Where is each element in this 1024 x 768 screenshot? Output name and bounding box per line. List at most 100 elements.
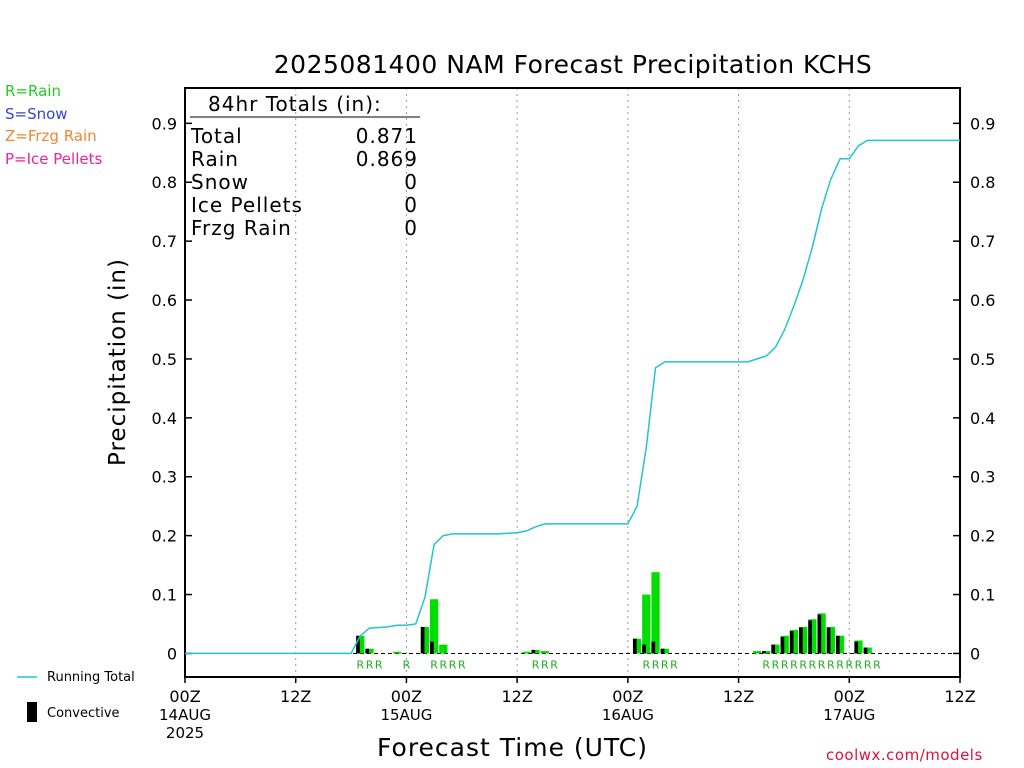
x-tick-label: 12Z: [944, 687, 975, 706]
running-total-line: [185, 139, 960, 655]
plot-frame: [184, 87, 961, 678]
convective-bar: [660, 648, 665, 654]
x-tick-label: 12Z: [280, 687, 311, 706]
y-tick-label-left: 0.5: [152, 350, 177, 369]
totals-row-label: Total: [190, 124, 243, 148]
convective-bar: [420, 626, 425, 654]
convective-bar: [632, 638, 637, 654]
rain-bar: [762, 651, 771, 654]
totals-row-label: Snow: [191, 170, 249, 194]
convective-bar: [854, 641, 859, 654]
ptype-marker: R: [541, 658, 549, 671]
y-tick-label-right: 0.7: [970, 232, 995, 251]
y-tick-label-left: 0.6: [152, 291, 177, 310]
x-tick-date-label: 14AUG: [159, 706, 211, 724]
ptype-marker: R: [855, 658, 863, 671]
rain-bar: [863, 647, 872, 654]
ptype-marker: R: [661, 658, 669, 671]
x-tick-label: 00Z: [391, 687, 422, 706]
legend-frzg-rain: Z=Frzg Rain: [5, 127, 97, 145]
y-tick-label-right: 0.2: [970, 527, 995, 546]
rain-bar: [356, 635, 365, 654]
rain-bar: [642, 594, 651, 654]
x-tick-label: 12Z: [723, 687, 754, 706]
ptype-marker: R: [827, 658, 835, 671]
rain-bar: [439, 644, 448, 654]
rain-bar: [752, 651, 762, 654]
ptype-marker: R: [670, 658, 678, 671]
ptype-marker: R: [440, 658, 448, 671]
x-tick-label: 00Z: [612, 687, 643, 706]
ptype-marker: R: [772, 658, 780, 671]
ptype-marker: R: [532, 658, 540, 671]
chart-title: 2025081400 NAM Forecast Precipitation KC…: [273, 50, 873, 79]
ptype-marker: R: [356, 658, 364, 671]
rain-bar: [660, 648, 669, 654]
ptype-marker: R: [790, 658, 798, 671]
x-tick-date-label: 15AUG: [380, 706, 432, 724]
ptype-marker: R: [864, 658, 872, 671]
totals-row-value: 0.869: [356, 147, 418, 171]
y-tick-label-left: 0.1: [152, 586, 177, 605]
ptype-marker: R: [873, 658, 881, 671]
convective-bar: [365, 648, 370, 654]
rain-bar: [651, 572, 660, 654]
ptype-marker: R: [430, 658, 438, 671]
convective-bar: [642, 644, 646, 654]
rain-bar: [393, 651, 402, 654]
totals-row-value: 0: [404, 216, 418, 240]
x-axis-label: Forecast Time (UTC): [377, 733, 648, 762]
y-tick-label-right: 0.5: [970, 350, 995, 369]
legend-ice-pellets: P=Ice Pellets: [5, 150, 103, 168]
ptype-marker: R: [550, 658, 558, 671]
y-tick-label-left: 0.9: [152, 114, 177, 133]
ptype-marker: R: [845, 658, 853, 671]
y-tick-label-left: 0: [167, 644, 177, 663]
convective-bar: [817, 614, 822, 654]
convective-bar: [835, 635, 840, 654]
y-tick-label-right: 0.3: [970, 468, 995, 487]
legend-convective-label: Convective: [47, 706, 120, 721]
legend-snow: S=Snow: [5, 105, 68, 123]
ptype-marker: R: [799, 658, 807, 671]
y-tick-label-right: 0: [970, 644, 980, 663]
convective-bar: [429, 641, 434, 654]
x-tick-year-label: 2025: [166, 724, 204, 742]
ptype-marker: R: [836, 658, 844, 671]
y-tick-label-right: 0.9: [970, 114, 995, 133]
website-label: coolwx.com/models: [826, 746, 983, 764]
totals-row-value: 0.871: [356, 124, 418, 148]
legend-rain: R=Rain: [5, 82, 61, 100]
x-tick-date-label: 17AUG: [823, 706, 875, 724]
convective-bar: [771, 644, 776, 654]
rain-bar: [429, 599, 439, 654]
y-tick-label-right: 0.1: [970, 586, 995, 605]
y-tick-label-left: 0.2: [152, 527, 177, 546]
rain-bar: [817, 613, 826, 654]
convective-bar: [789, 631, 794, 654]
rain-bar: [632, 638, 642, 654]
ptype-marker: R: [458, 658, 466, 671]
totals-row-label: Ice Pellets: [191, 193, 303, 217]
totals-row-value: 0: [404, 193, 418, 217]
convective-bar: [808, 620, 812, 654]
legend-running-total-label: Running Total: [47, 670, 135, 685]
rain-bar: [540, 651, 549, 654]
totals-row-value: 0: [404, 170, 418, 194]
rain-bar: [365, 648, 374, 654]
ptype-marker: R: [375, 658, 383, 671]
rain-bar: [799, 626, 808, 654]
y-tick-label-left: 0.7: [152, 232, 177, 251]
rain-bar: [835, 635, 845, 654]
totals-row-label: Rain: [191, 147, 239, 171]
ptype-marker: R: [818, 658, 826, 671]
rain-bar: [771, 644, 780, 654]
rain-bar: [826, 626, 835, 654]
ptype-marker: R: [809, 658, 817, 671]
y-tick-label-right: 0.6: [970, 291, 995, 310]
legend-convective-swatch: [27, 702, 37, 722]
y-tick-label-left: 0.4: [152, 409, 177, 428]
ptype-marker: R: [366, 658, 374, 671]
rain-bar: [531, 649, 540, 654]
ptype-marker: R: [652, 658, 660, 671]
